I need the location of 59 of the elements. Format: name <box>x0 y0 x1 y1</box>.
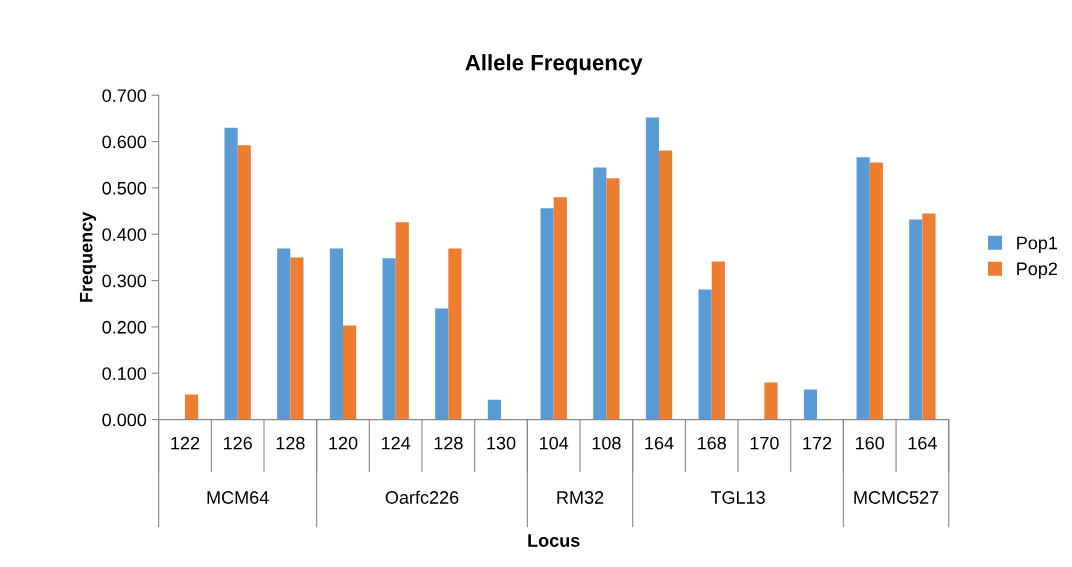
bar <box>329 248 343 420</box>
bar <box>290 257 304 420</box>
bar <box>593 167 607 420</box>
y-tick-label: 0.200 <box>102 320 147 334</box>
bar <box>540 208 554 420</box>
x-tick-label: 172 <box>803 436 832 450</box>
bar <box>922 213 936 420</box>
legend-label: Pop2 <box>1017 262 1058 279</box>
text: Oarfc226 <box>385 490 459 504</box>
bar <box>553 197 567 420</box>
x-tick-label: 104 <box>540 436 569 450</box>
y-tick-label: 0.600 <box>102 135 147 149</box>
y-tick-label: 0.300 <box>102 274 147 288</box>
x-tick-label: 128 <box>434 436 463 450</box>
x-tick-label: 168 <box>698 436 726 450</box>
y-tick-label: 0.500 <box>102 181 147 195</box>
bar <box>237 145 251 420</box>
text: MCM64 <box>207 491 269 504</box>
bar <box>435 308 449 420</box>
x-tick-label: 122 <box>171 436 200 450</box>
x-tick-label: 108 <box>592 436 621 450</box>
bar <box>698 289 712 420</box>
text: TGL13 <box>710 491 765 504</box>
x-tick-label: 164 <box>645 436 674 450</box>
bar <box>645 117 660 420</box>
bar <box>764 382 778 420</box>
x-axis-title: Locus <box>528 534 580 547</box>
x-tick-label: 164 <box>908 436 937 450</box>
x-tick-label: 124 <box>381 436 411 450</box>
bar <box>711 261 725 420</box>
bar <box>659 150 673 420</box>
x-tick-label: 130 <box>487 436 516 450</box>
y-axis-title: Frequency <box>79 211 97 302</box>
bar <box>869 162 883 420</box>
text: RM32 <box>557 491 604 504</box>
y-tick-label: 0.000 <box>102 413 147 427</box>
bar <box>395 222 409 420</box>
x-tick-label: 160 <box>856 436 885 450</box>
x-tick-label: 128 <box>276 436 305 450</box>
y-tick-label: 0.400 <box>102 228 147 241</box>
y-tick-label: 0.100 <box>102 367 147 380</box>
x-tick-label: 126 <box>223 436 252 450</box>
bar <box>343 325 357 420</box>
chart-title: Allele Frequency <box>465 54 643 75</box>
bar <box>487 399 502 420</box>
x-tick-label: 120 <box>329 436 358 450</box>
bar <box>382 258 396 420</box>
bar <box>184 394 199 420</box>
bar <box>277 248 291 420</box>
bar <box>909 219 923 420</box>
bar <box>856 157 870 420</box>
y-tick-label: 0.700 <box>102 89 147 102</box>
x-tick-label: 170 <box>750 436 779 450</box>
bar <box>448 248 462 420</box>
bar <box>606 178 620 420</box>
text: MCMC527 <box>854 491 939 504</box>
bar <box>224 127 238 420</box>
legend-label: Pop1 <box>1017 236 1058 253</box>
bar <box>803 389 818 420</box>
